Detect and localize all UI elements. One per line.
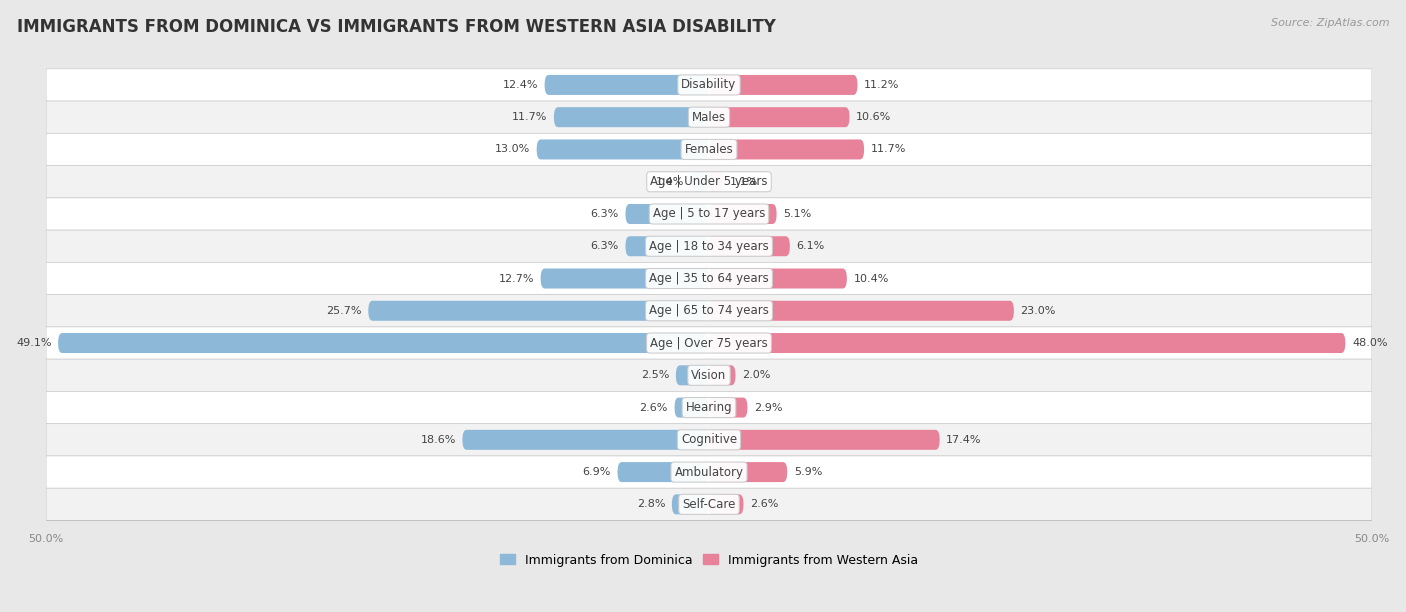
FancyBboxPatch shape	[46, 101, 1372, 133]
Text: 12.4%: 12.4%	[502, 80, 538, 90]
Text: Disability: Disability	[682, 78, 737, 91]
FancyBboxPatch shape	[368, 300, 709, 321]
Text: 12.7%: 12.7%	[499, 274, 534, 283]
FancyBboxPatch shape	[46, 230, 1372, 263]
FancyBboxPatch shape	[46, 488, 1372, 520]
Text: Hearing: Hearing	[686, 401, 733, 414]
Text: 18.6%: 18.6%	[420, 435, 456, 445]
Text: IMMIGRANTS FROM DOMINICA VS IMMIGRANTS FROM WESTERN ASIA DISABILITY: IMMIGRANTS FROM DOMINICA VS IMMIGRANTS F…	[17, 18, 776, 36]
Text: 11.7%: 11.7%	[870, 144, 905, 154]
FancyBboxPatch shape	[626, 204, 709, 224]
FancyBboxPatch shape	[46, 392, 1372, 424]
Text: 10.6%: 10.6%	[856, 112, 891, 122]
Text: 11.2%: 11.2%	[865, 80, 900, 90]
Text: Age | 65 to 74 years: Age | 65 to 74 years	[650, 304, 769, 317]
Text: 2.6%: 2.6%	[640, 403, 668, 412]
FancyBboxPatch shape	[676, 365, 709, 386]
FancyBboxPatch shape	[709, 204, 776, 224]
FancyBboxPatch shape	[709, 494, 744, 514]
FancyBboxPatch shape	[690, 172, 709, 192]
FancyBboxPatch shape	[709, 75, 858, 95]
FancyBboxPatch shape	[709, 333, 1346, 353]
FancyBboxPatch shape	[463, 430, 709, 450]
Text: 6.3%: 6.3%	[591, 209, 619, 219]
FancyBboxPatch shape	[46, 263, 1372, 294]
Text: 13.0%: 13.0%	[495, 144, 530, 154]
Text: 2.0%: 2.0%	[742, 370, 770, 380]
FancyBboxPatch shape	[46, 69, 1372, 101]
FancyBboxPatch shape	[554, 107, 709, 127]
Text: 10.4%: 10.4%	[853, 274, 889, 283]
Text: 49.1%: 49.1%	[15, 338, 52, 348]
Legend: Immigrants from Dominica, Immigrants from Western Asia: Immigrants from Dominica, Immigrants fro…	[495, 548, 922, 572]
FancyBboxPatch shape	[46, 294, 1372, 327]
Text: 2.9%: 2.9%	[754, 403, 783, 412]
FancyBboxPatch shape	[709, 365, 735, 386]
Text: 11.7%: 11.7%	[512, 112, 547, 122]
Text: Age | 5 to 17 years: Age | 5 to 17 years	[652, 207, 765, 220]
FancyBboxPatch shape	[709, 140, 865, 160]
FancyBboxPatch shape	[58, 333, 709, 353]
Text: 1.1%: 1.1%	[730, 177, 758, 187]
FancyBboxPatch shape	[709, 107, 849, 127]
Text: 6.1%: 6.1%	[796, 241, 825, 252]
Text: 17.4%: 17.4%	[946, 435, 981, 445]
FancyBboxPatch shape	[709, 236, 790, 256]
FancyBboxPatch shape	[709, 398, 748, 417]
FancyBboxPatch shape	[46, 166, 1372, 198]
FancyBboxPatch shape	[46, 424, 1372, 456]
Text: Source: ZipAtlas.com: Source: ZipAtlas.com	[1271, 18, 1389, 28]
FancyBboxPatch shape	[46, 133, 1372, 166]
Text: Age | 18 to 34 years: Age | 18 to 34 years	[650, 240, 769, 253]
Text: Age | 35 to 64 years: Age | 35 to 64 years	[650, 272, 769, 285]
Text: 23.0%: 23.0%	[1021, 306, 1056, 316]
Text: 25.7%: 25.7%	[326, 306, 361, 316]
Text: Cognitive: Cognitive	[681, 433, 737, 446]
Text: Males: Males	[692, 111, 725, 124]
Text: 2.6%: 2.6%	[749, 499, 779, 509]
Text: Age | Under 5 years: Age | Under 5 years	[650, 175, 768, 188]
FancyBboxPatch shape	[709, 269, 846, 288]
FancyBboxPatch shape	[617, 462, 709, 482]
Text: 2.8%: 2.8%	[637, 499, 665, 509]
FancyBboxPatch shape	[675, 398, 709, 417]
Text: Self-Care: Self-Care	[682, 498, 735, 511]
FancyBboxPatch shape	[709, 462, 787, 482]
FancyBboxPatch shape	[537, 140, 709, 160]
Text: Vision: Vision	[692, 369, 727, 382]
FancyBboxPatch shape	[709, 172, 724, 192]
Text: 6.3%: 6.3%	[591, 241, 619, 252]
FancyBboxPatch shape	[544, 75, 709, 95]
FancyBboxPatch shape	[46, 327, 1372, 359]
FancyBboxPatch shape	[709, 430, 939, 450]
Text: 6.9%: 6.9%	[582, 467, 610, 477]
Text: 48.0%: 48.0%	[1353, 338, 1388, 348]
Text: 1.4%: 1.4%	[655, 177, 683, 187]
FancyBboxPatch shape	[46, 359, 1372, 392]
FancyBboxPatch shape	[672, 494, 709, 514]
FancyBboxPatch shape	[541, 269, 709, 288]
Text: 2.5%: 2.5%	[641, 370, 669, 380]
FancyBboxPatch shape	[46, 456, 1372, 488]
Text: Females: Females	[685, 143, 734, 156]
Text: Age | Over 75 years: Age | Over 75 years	[650, 337, 768, 349]
FancyBboxPatch shape	[46, 198, 1372, 230]
Text: 5.9%: 5.9%	[794, 467, 823, 477]
Text: 5.1%: 5.1%	[783, 209, 811, 219]
FancyBboxPatch shape	[626, 236, 709, 256]
FancyBboxPatch shape	[709, 300, 1014, 321]
Text: Ambulatory: Ambulatory	[675, 466, 744, 479]
